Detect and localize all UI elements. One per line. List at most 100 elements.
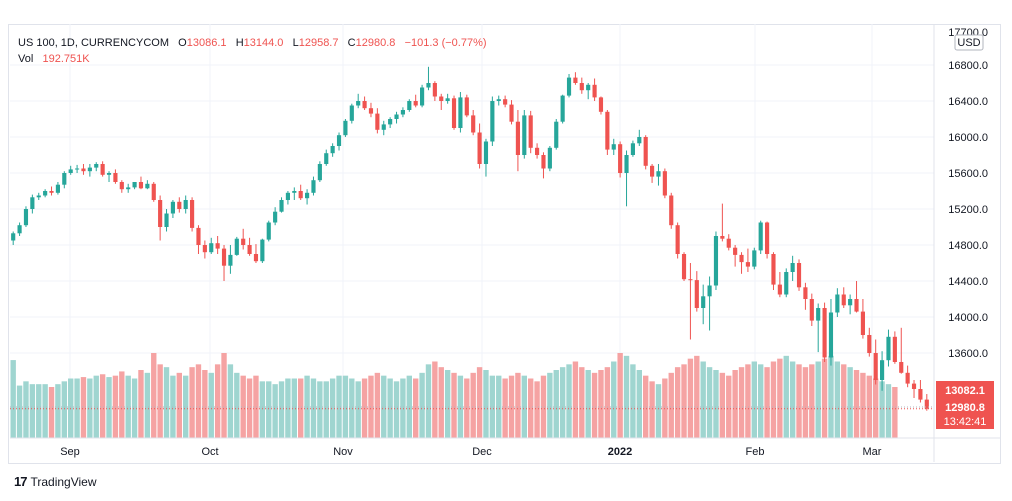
volume-bar (649, 381, 655, 438)
high-label: H (235, 37, 244, 49)
low-label: L (292, 37, 299, 49)
volume-bar (317, 381, 323, 438)
candle-body (803, 287, 808, 299)
volume-bar (764, 367, 770, 438)
candle-body (867, 335, 872, 353)
volume-bar (329, 378, 336, 438)
volume-bar (87, 378, 93, 438)
candle-body (266, 222, 271, 240)
volume-bar (291, 378, 297, 438)
volume-bar (528, 378, 534, 438)
volume-row: Vol 192.751K (18, 51, 487, 67)
volume-bar (444, 370, 451, 438)
candle-body (720, 236, 725, 239)
candle-body (765, 222, 770, 254)
volume-bar (655, 384, 662, 438)
candle-body (873, 353, 878, 380)
volume-bar (266, 381, 272, 438)
volume-bar (841, 364, 847, 438)
candle-body (579, 83, 584, 91)
time-tick-label: Sep (60, 446, 80, 458)
volume-bar (336, 375, 342, 438)
symbol-label[interactable]: US 100, 1D, CURRENCYCOM (18, 37, 169, 49)
volume-bar (553, 370, 559, 438)
candle-body (886, 336, 891, 361)
candle-body (183, 200, 188, 209)
candle-body (451, 98, 457, 128)
volume-bar (163, 367, 170, 438)
candle-body (458, 97, 463, 128)
volume-bar (892, 387, 898, 438)
volume-bar (617, 353, 623, 438)
candle-body (87, 167, 92, 172)
volume-bar (393, 381, 400, 438)
volume-bar (604, 367, 611, 438)
candle-body (432, 83, 437, 97)
candle-body (62, 173, 67, 185)
candle-body (400, 110, 405, 115)
volume-bar (585, 370, 591, 438)
countdown-badge-text: 13:42:41 (944, 416, 987, 428)
candle-body (170, 201, 175, 214)
candle-body (681, 254, 687, 280)
volume-bar (298, 378, 304, 438)
close-value: 12980.8 (355, 37, 396, 49)
volume-bar (540, 375, 547, 438)
volume-bar (349, 378, 355, 438)
candle-body (349, 105, 354, 121)
time-tick-label: Mar (863, 446, 882, 458)
candle-body (23, 209, 29, 226)
candle-body (324, 153, 329, 164)
volume-bar (10, 360, 16, 438)
volume-bar (55, 384, 61, 438)
volume-bar (419, 372, 425, 438)
volume-bar (611, 361, 617, 438)
candle-body (796, 263, 802, 288)
candle-body (94, 164, 99, 168)
volume-bar (796, 364, 802, 438)
candle-body (381, 124, 386, 130)
grid-lines (10, 24, 934, 438)
candle-body (496, 99, 501, 101)
price-tick-label: 16000.0 (948, 132, 988, 144)
candle-body (330, 146, 335, 154)
candle-body (777, 284, 782, 295)
candle-body (126, 187, 131, 190)
volume-bar (272, 384, 278, 438)
volume-bar (547, 372, 553, 438)
candle-body (662, 171, 667, 196)
currency-badge[interactable]: USD (954, 34, 984, 51)
volume-bar (566, 364, 572, 438)
volume-bars (10, 353, 898, 438)
volume-label[interactable]: Vol (18, 53, 34, 65)
candle-body (343, 120, 348, 136)
volume-bar (36, 384, 42, 438)
candle-body (305, 192, 310, 199)
footer-branding[interactable]: 17 TradingView (14, 474, 97, 489)
volume-bar (713, 370, 719, 438)
candle-body (637, 137, 642, 144)
volume-bar (476, 367, 483, 438)
time-tick-label: Oct (201, 446, 218, 458)
low-value: 12958.7 (298, 37, 339, 49)
candle-body (630, 143, 635, 155)
candle-body (151, 183, 156, 200)
volume-bar (579, 367, 585, 438)
volume-bar (195, 364, 202, 438)
volume-bar (674, 367, 681, 438)
volume-bar (694, 355, 700, 438)
candle-body (375, 113, 380, 130)
candle-body (113, 173, 118, 182)
candle-body (49, 191, 54, 193)
volume-bar (572, 361, 579, 438)
candle-body (55, 184, 60, 193)
candle-body (701, 296, 706, 308)
candle-body (656, 171, 661, 177)
candle-body (547, 147, 552, 169)
volume-bar (815, 361, 821, 438)
change-value: −101.3 (−0.77%) (404, 37, 487, 49)
price-tick-label: 14400.0 (948, 276, 988, 288)
candle-body (241, 238, 246, 245)
candle-body (490, 101, 495, 142)
